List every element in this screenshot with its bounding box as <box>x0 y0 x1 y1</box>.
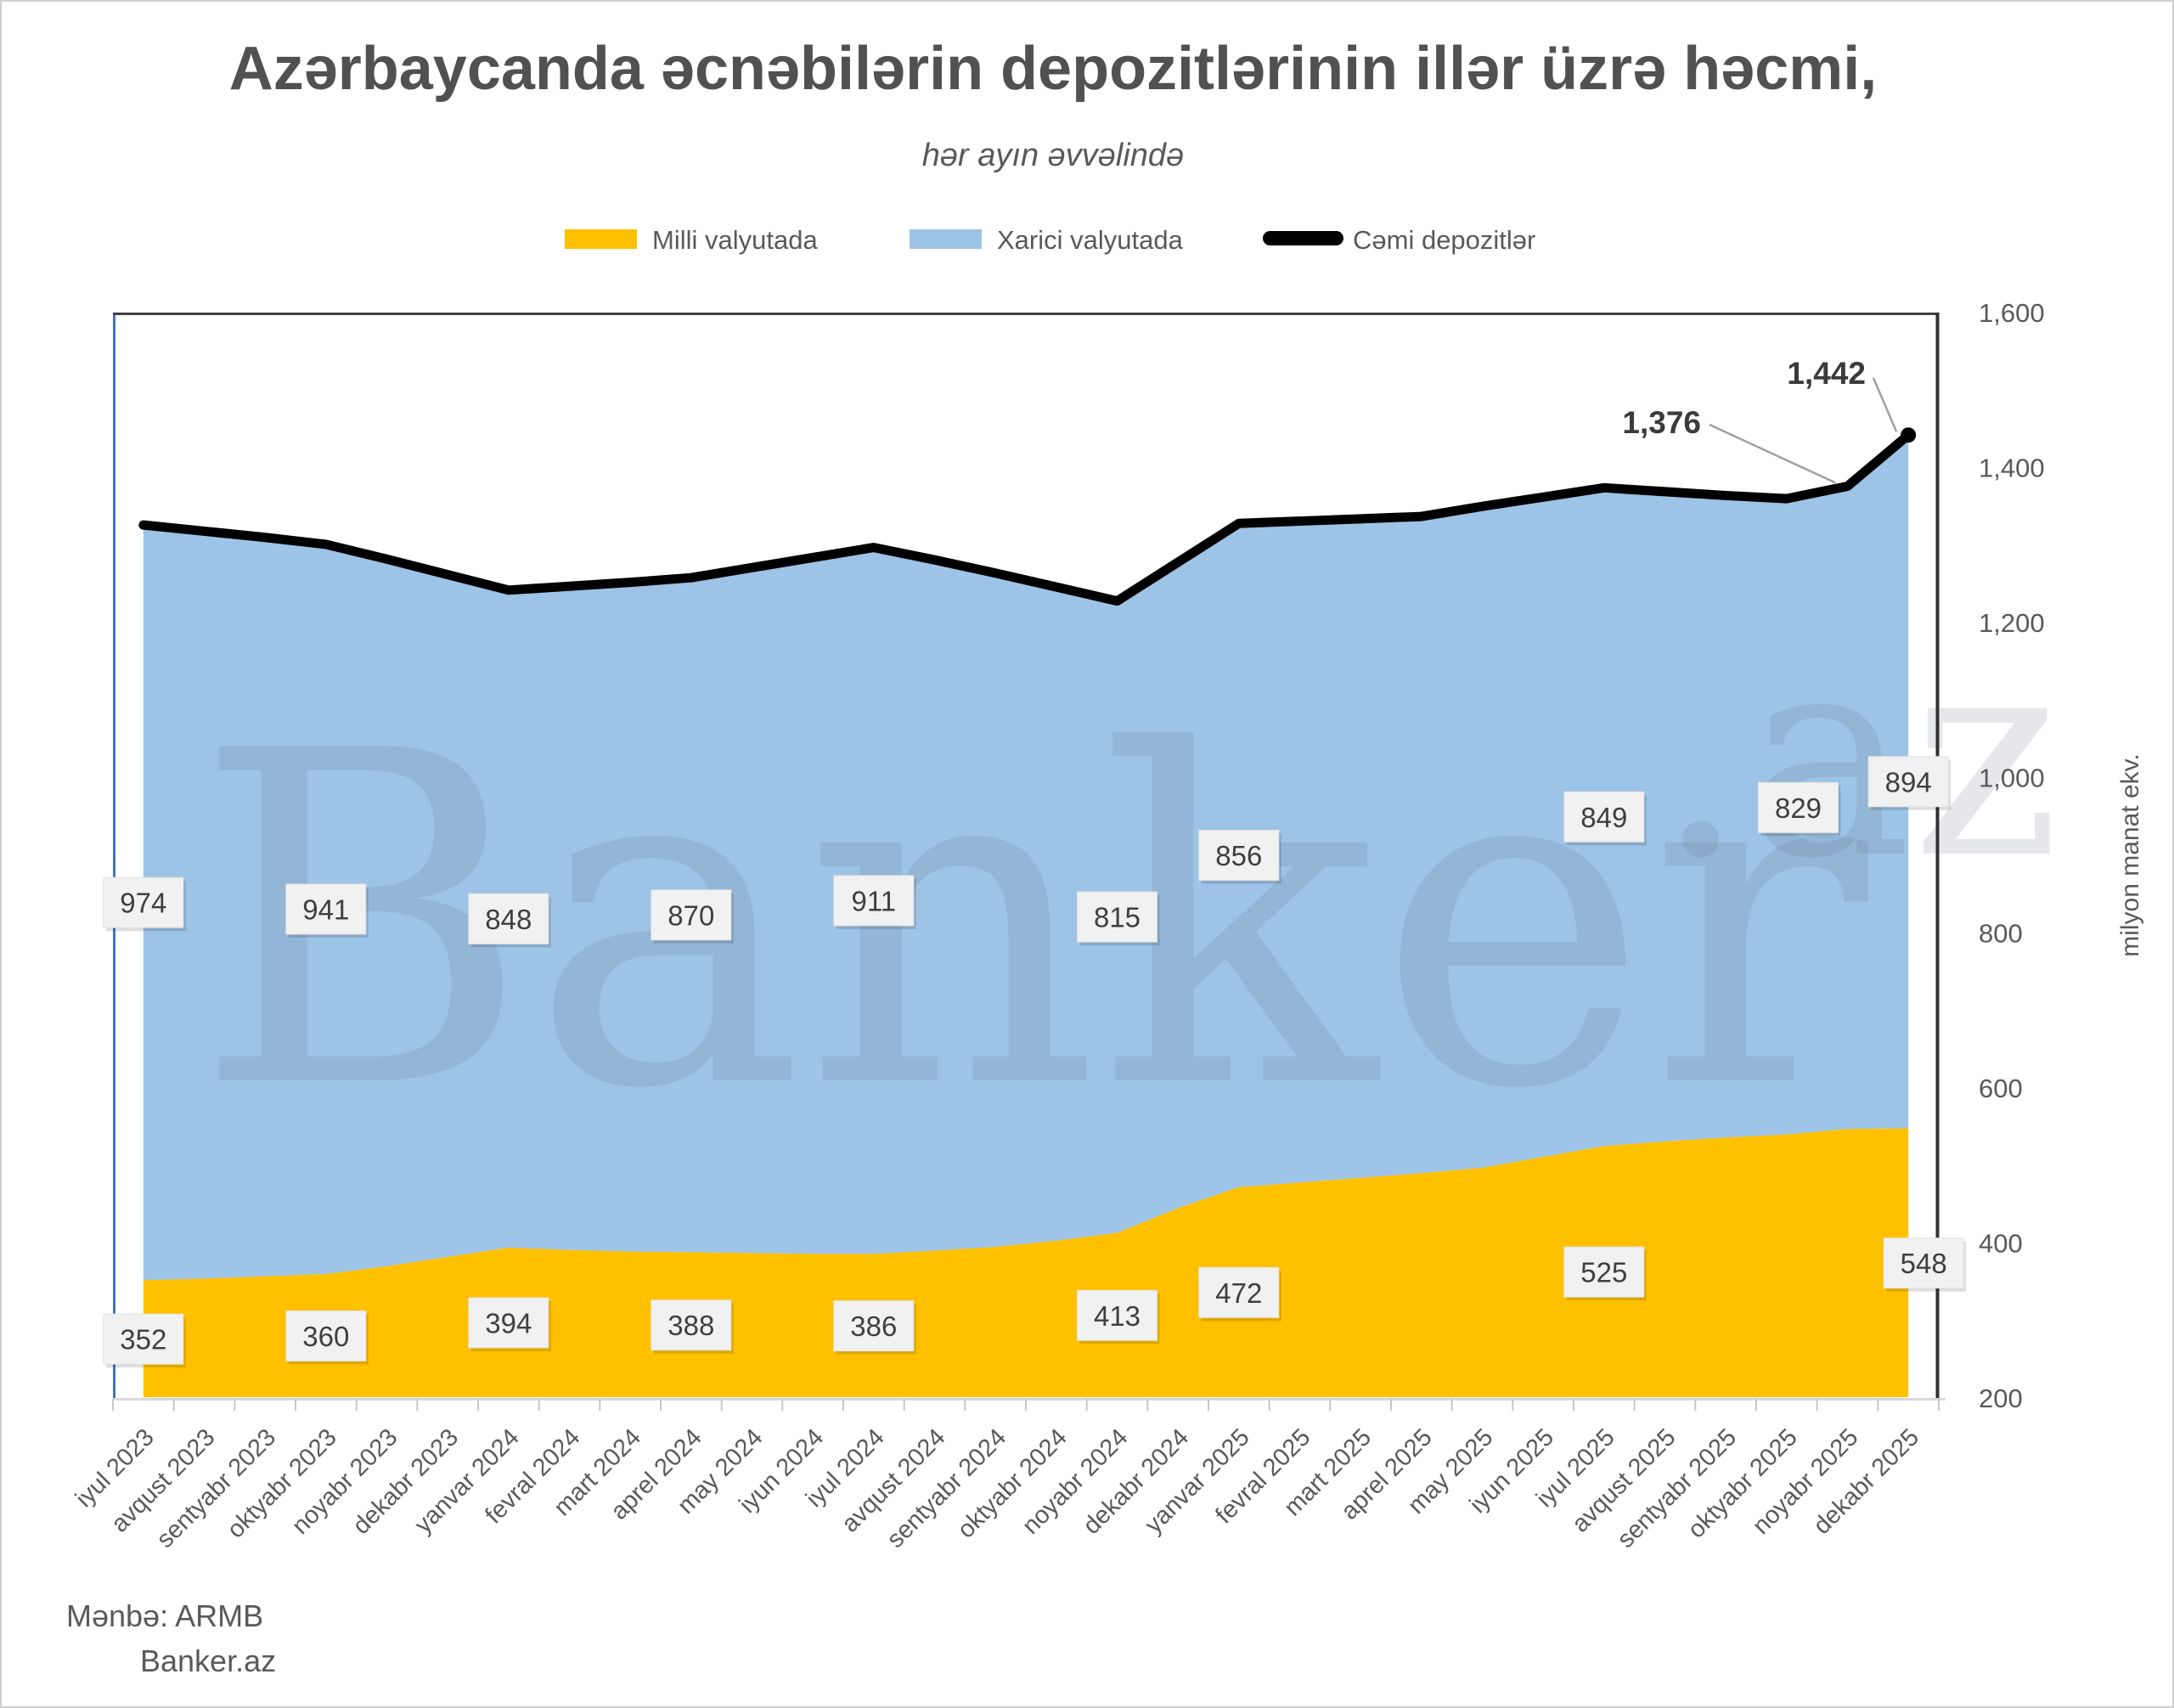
data-label-box <box>103 877 184 928</box>
y-axis-label: 1,600 <box>1979 298 2045 328</box>
watermark: Banker .az <box>194 594 2060 1189</box>
y-axis-label: 600 <box>1979 1074 2023 1103</box>
data-label-value: 849 <box>1580 802 1627 833</box>
legend-label-milli: Milli valyutada <box>652 225 818 255</box>
data-label-value: 894 <box>1885 766 1932 798</box>
watermark-suffix: .az <box>1656 594 2060 920</box>
chart-title: Azərbaycanda əcnəbilərin depozitlərinin … <box>229 35 1878 103</box>
data-label-value: 856 <box>1215 840 1262 871</box>
total-callout-value: 1,442 <box>1787 356 1866 391</box>
data-label-value: 848 <box>485 904 532 935</box>
data-label-value: 815 <box>1094 902 1141 933</box>
data-label-box <box>833 875 915 927</box>
data-label-box <box>468 1297 549 1349</box>
data-label-box <box>833 1300 915 1352</box>
data-label-box <box>1563 791 1645 843</box>
data-label-box <box>1883 1237 1964 1289</box>
milli-valyutada-area <box>143 1128 1909 1397</box>
data-label-box <box>651 1299 732 1351</box>
data-label-value: 941 <box>302 893 349 925</box>
data-label-value: 394 <box>485 1307 532 1339</box>
data-label-value: 413 <box>1094 1300 1141 1332</box>
data-label-box <box>285 883 367 935</box>
y-axis-label: 1,400 <box>1979 454 2045 483</box>
data-label-box <box>103 1313 184 1365</box>
data-label-box <box>1077 1289 1157 1341</box>
y-axis-label: 1,200 <box>1979 608 2045 638</box>
data-label-value: 388 <box>667 1310 714 1341</box>
data-label-value: 974 <box>120 888 166 919</box>
data-label-box <box>468 893 549 944</box>
callout-leader-line <box>1709 423 1837 484</box>
data-label-value: 911 <box>852 885 897 916</box>
data-label-value: 352 <box>120 1324 166 1356</box>
total-line-layer <box>138 427 1917 606</box>
data-label-box <box>1563 1246 1645 1298</box>
y-axis-label: 400 <box>1979 1228 2023 1258</box>
legend: Milli valyutada Xarici valyutada Cəmi de… <box>565 225 1535 255</box>
data-label-value: 472 <box>1215 1277 1262 1309</box>
data-label-box <box>1867 756 1949 808</box>
data-label-value: 525 <box>1580 1257 1627 1288</box>
data-label-box <box>285 1310 367 1361</box>
data-labels-layer: 352 360 394 388 386 413 472 525 548 974 941 848 870 9… <box>103 756 1967 1368</box>
data-label-box <box>1077 891 1157 943</box>
watermark-main: Banker <box>194 656 1871 1189</box>
data-label-value: 360 <box>302 1321 349 1352</box>
total-labels-layer: 1,376 1,442 <box>1622 356 1898 484</box>
data-label-value: 829 <box>1775 792 1822 824</box>
y-axis-title: milyon manat ekv. <box>2116 753 2144 957</box>
y-axis-label: 1,000 <box>1979 764 2045 793</box>
data-label-box <box>1198 1266 1280 1318</box>
legend-swatch-xarici <box>910 229 982 249</box>
area-series-layer <box>143 435 1909 1397</box>
data-label-box <box>1758 781 1839 833</box>
data-label-box <box>1198 830 1280 881</box>
legend-swatch-milli <box>565 229 637 249</box>
total-line-endpoint-marker <box>1901 427 1917 443</box>
legend-swatch-total-line <box>1263 231 1343 245</box>
data-label-value: 548 <box>1901 1248 1947 1279</box>
source-line-2: Banker.az <box>140 1643 276 1678</box>
source-line-1: Mənbə: ARMB <box>66 1598 263 1633</box>
total-deposits-line <box>138 430 1913 606</box>
callout-leader-line <box>1872 377 1898 432</box>
y-axis-layer: 200 400 600 800 1,000 1,200 1,400 1,600 <box>1979 298 2045 1413</box>
legend-label-xarici: Xarici valyutada <box>997 225 1184 255</box>
data-label-value: 870 <box>667 899 714 931</box>
xarici-valyutada-area <box>143 435 1909 1281</box>
chart-subtitle: hər ayın əvvəlində <box>922 138 1184 173</box>
plot-borders-layer <box>113 313 1946 1401</box>
legend-label-total: Cəmi depozitlər <box>1353 225 1535 255</box>
data-label-box <box>651 889 732 941</box>
y-axis-label: 200 <box>1979 1384 2023 1413</box>
y-axis-label: 800 <box>1979 918 2023 948</box>
total-callout-value: 1,376 <box>1622 405 1701 440</box>
data-label-value: 386 <box>850 1311 897 1342</box>
